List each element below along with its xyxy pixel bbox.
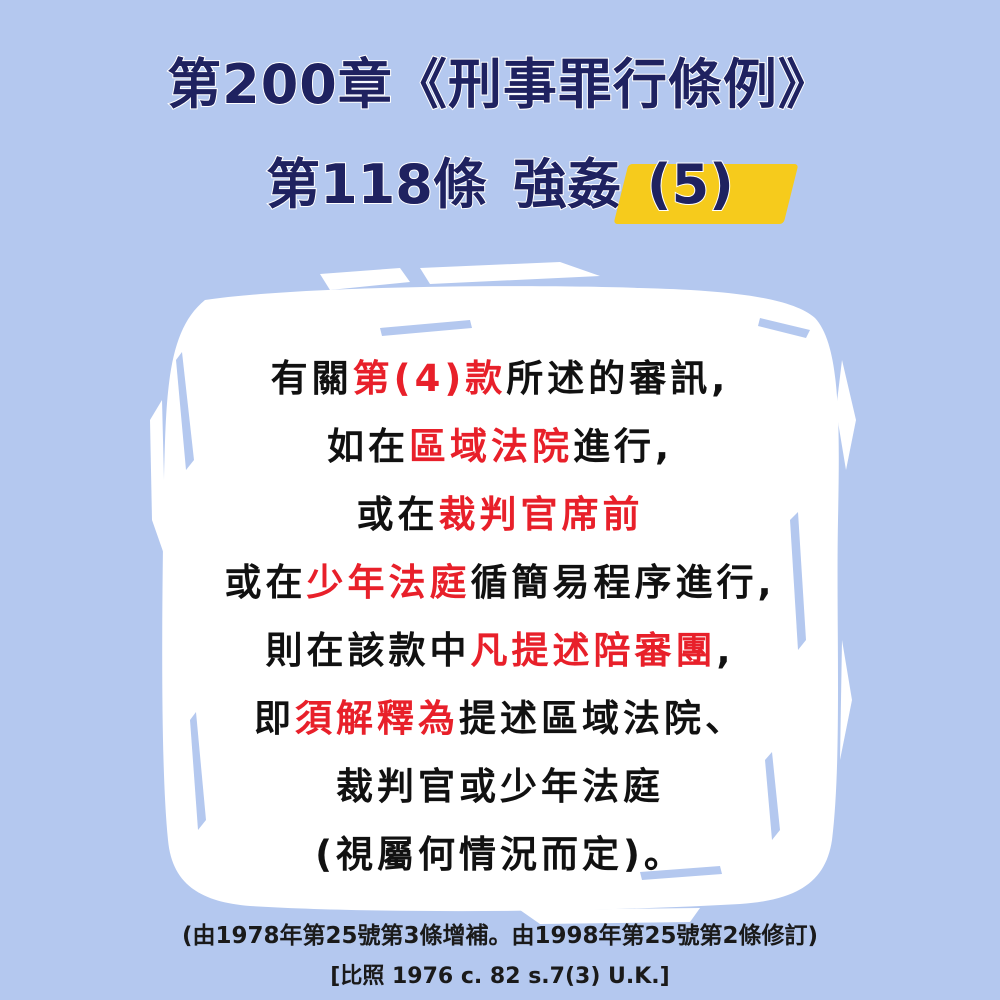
panel-brush-edge	[320, 268, 410, 290]
panel-streak	[380, 320, 472, 336]
subsection-number-badge: (5)	[613, 157, 799, 224]
text-segment: 或在	[356, 493, 439, 536]
text-segment: 循簡易程序進行,	[470, 561, 776, 604]
panel-brush-edge	[840, 640, 852, 760]
emphasis-text: 裁判官席前	[438, 493, 644, 536]
text-segment: 或在	[224, 561, 307, 604]
emphasis-text: 須解釋為	[295, 697, 459, 740]
page-title: 第200章《刑事罪行條例》	[166, 53, 833, 116]
emphasis-text: 區域法院	[408, 425, 573, 468]
section-title: 第118條 強姦 (5)	[0, 157, 1000, 224]
emphasis-text: 凡提述陪審團	[470, 629, 717, 672]
statute-line: 裁判官或少年法庭	[336, 765, 664, 808]
section-topic: 強姦	[512, 153, 622, 216]
section-number: 第118條	[265, 153, 488, 216]
subsection-number: (5)	[646, 153, 735, 216]
statute-text: 有關第(4)款所述的審訊, 如在區域法院進行, 或在裁判官席前 或在少年法庭循簡…	[160, 345, 840, 889]
text-segment: ,	[716, 629, 735, 672]
panel-brush-edge	[420, 262, 600, 284]
emphasis-text: 第(4)款	[352, 357, 507, 400]
statute-line: 即須解釋為提述區域法院、	[160, 685, 840, 753]
statute-line: 如在區域法院進行,	[160, 413, 840, 481]
text-segment: 如在	[326, 425, 409, 468]
statute-line: (視屬何情況而定)。	[315, 833, 685, 876]
text-segment: 提述區域法院、	[459, 697, 746, 740]
text-segment: 有關	[270, 357, 353, 400]
text-segment: 進行,	[572, 425, 674, 468]
amendment-note: (由1978年第25號第3條增補。由1998年第25號第2條修訂)	[181, 923, 819, 949]
text-segment: 則在該款中	[265, 629, 471, 672]
statute-line: 有關第(4)款所述的審訊,	[160, 345, 840, 413]
reference-note: [比照 1976 c. 82 s.7(3) U.K.]	[330, 964, 670, 989]
emphasis-text: 少年法庭	[306, 561, 471, 604]
panel-streak	[758, 318, 810, 338]
text-segment: 所述的審訊,	[506, 357, 730, 400]
text-segment: 即	[254, 697, 295, 740]
statute-line: 則在該款中凡提述陪審團,	[160, 617, 840, 685]
statute-line: 或在少年法庭循簡易程序進行,	[160, 549, 840, 617]
statute-line: 或在裁判官席前	[160, 481, 840, 549]
